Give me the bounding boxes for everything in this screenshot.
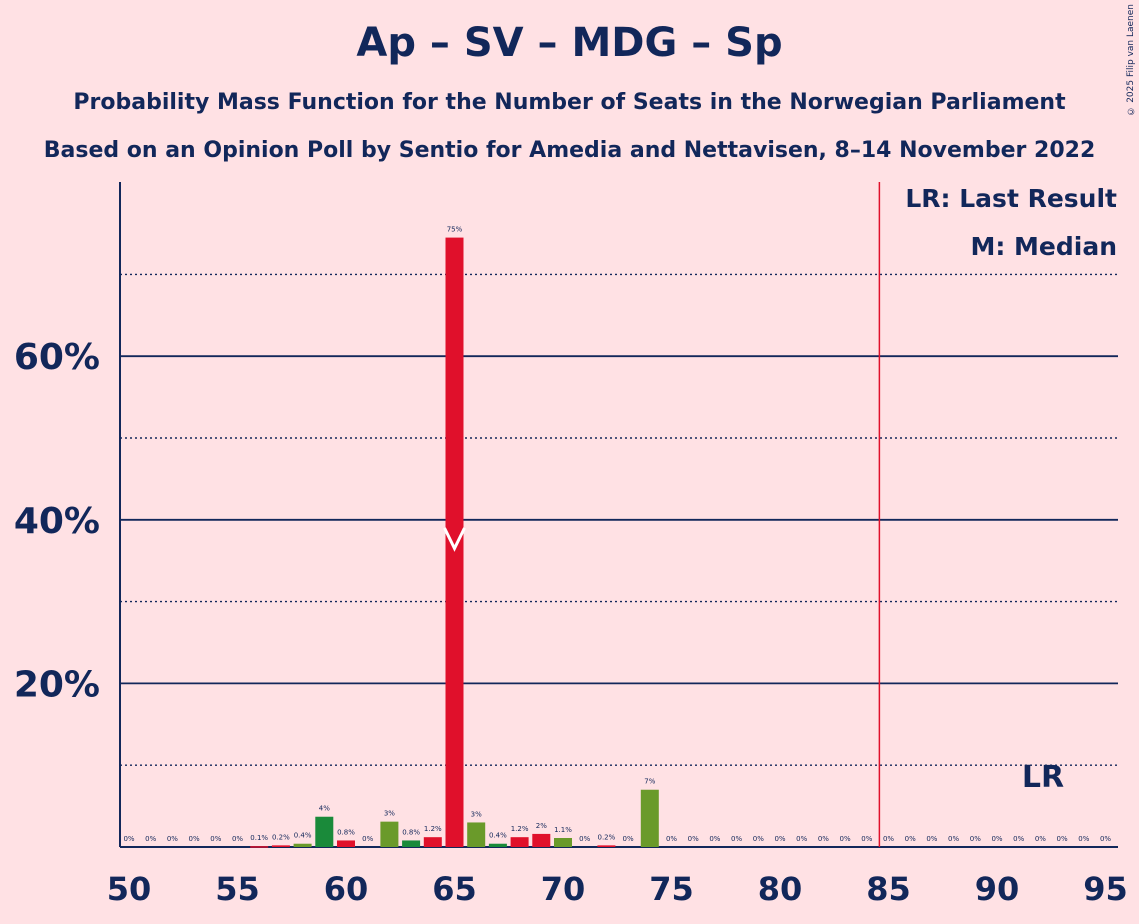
bar-value-label: 0%: [926, 835, 937, 843]
bar-value-label: 0%: [362, 835, 373, 843]
bar-value-label: 0%: [948, 835, 959, 843]
bar-value-label: 0%: [232, 835, 243, 843]
bar-value-label: 0%: [970, 835, 981, 843]
bar-value-label: 0%: [579, 835, 590, 843]
bar-value-label: 0.4%: [489, 832, 507, 840]
bar: [250, 846, 269, 848]
bar-value-label: 0%: [731, 835, 742, 843]
bar-value-label: 3%: [471, 810, 482, 818]
bar: [554, 838, 572, 847]
bar-value-label: 0%: [991, 835, 1002, 843]
bar: [640, 789, 659, 847]
bar-value-label: 0%: [774, 835, 785, 843]
bar-value-label: 0%: [883, 835, 894, 843]
bar-value-label: 0%: [688, 835, 699, 843]
x-tick-label: 85: [866, 870, 911, 908]
y-tick-label: 20%: [14, 664, 100, 705]
bar-value-label: 7%: [644, 778, 655, 786]
last-result-label: LR: [1022, 760, 1064, 795]
bar-value-label: 0.2%: [598, 833, 616, 841]
bar: [510, 837, 529, 847]
bar-value-label: 0%: [840, 835, 851, 843]
chart-subtitle: Probability Mass Function for the Number…: [73, 90, 1066, 115]
bar-value-label: 0%: [666, 835, 677, 843]
legend-median: M: Median: [970, 232, 1117, 261]
median-marker: [443, 527, 466, 552]
bar: [402, 840, 421, 847]
bar-value-label: 0%: [905, 835, 916, 843]
x-tick-label: 90: [975, 870, 1020, 908]
bar-value-label: 1.1%: [554, 826, 572, 834]
x-tick-label: 60: [324, 870, 369, 908]
bar-value-label: 0%: [1057, 835, 1068, 843]
bar-value-label: 4%: [319, 805, 330, 813]
bar-value-label: 0%: [796, 835, 807, 843]
bar-value-label: 0%: [1078, 835, 1089, 843]
x-tick-label: 55: [215, 870, 260, 908]
bar-value-label: 0%: [189, 835, 200, 843]
bar-value-label: 0%: [210, 835, 221, 843]
bar-value-label: 1.2%: [424, 825, 442, 833]
bar: [532, 833, 551, 847]
legend-last-result: LR: Last Result: [905, 184, 1117, 213]
bar-value-label: 0%: [753, 835, 764, 843]
bar-value-label: 0%: [1100, 835, 1111, 843]
bar-value-label: 0%: [623, 835, 634, 843]
x-tick-label: 65: [432, 870, 477, 908]
bar: [315, 816, 334, 847]
bar-value-label: 0%: [123, 835, 134, 843]
y-tick-label: 60%: [14, 337, 100, 378]
bar-value-label: 0%: [861, 835, 872, 843]
bar: [337, 840, 355, 847]
bar-value-label: 0.2%: [272, 833, 290, 841]
bar-value-label: 0.1%: [250, 834, 268, 842]
bar-value-label: 0%: [818, 835, 829, 843]
bar-value-label: 0%: [709, 835, 720, 843]
x-tick-label: 50: [107, 870, 152, 908]
x-tick-label: 80: [758, 870, 803, 908]
x-tick-label: 75: [649, 870, 694, 908]
bar-value-label: 0%: [1035, 835, 1046, 843]
bar: [423, 837, 442, 847]
bar: [380, 821, 399, 847]
bar: [467, 822, 486, 847]
bar: [488, 843, 507, 847]
bar-value-label: 3%: [384, 810, 395, 818]
chart-title: Ap – SV – MDG – Sp: [356, 20, 783, 66]
bar-value-label: 0.4%: [294, 832, 312, 840]
bar: [597, 845, 616, 847]
bar-value-label: 0%: [1013, 835, 1024, 843]
x-tick-label: 95: [1083, 870, 1128, 908]
bar-value-label: 75%: [447, 226, 463, 234]
bar: [293, 843, 312, 847]
bar-value-label: 0%: [167, 835, 178, 843]
bar: [445, 237, 464, 848]
bar-value-label: 1.2%: [511, 825, 529, 833]
bar-value-label: 0.8%: [402, 828, 420, 836]
bar-value-label: 0%: [145, 835, 156, 843]
bar: [271, 845, 290, 847]
chart-source: Based on an Opinion Poll by Sentio for A…: [43, 138, 1096, 163]
y-tick-label: 40%: [14, 501, 100, 542]
x-tick-label: 70: [541, 870, 586, 908]
bar-value-label: 0.8%: [337, 828, 355, 836]
bar-value-label: 2%: [536, 822, 547, 830]
